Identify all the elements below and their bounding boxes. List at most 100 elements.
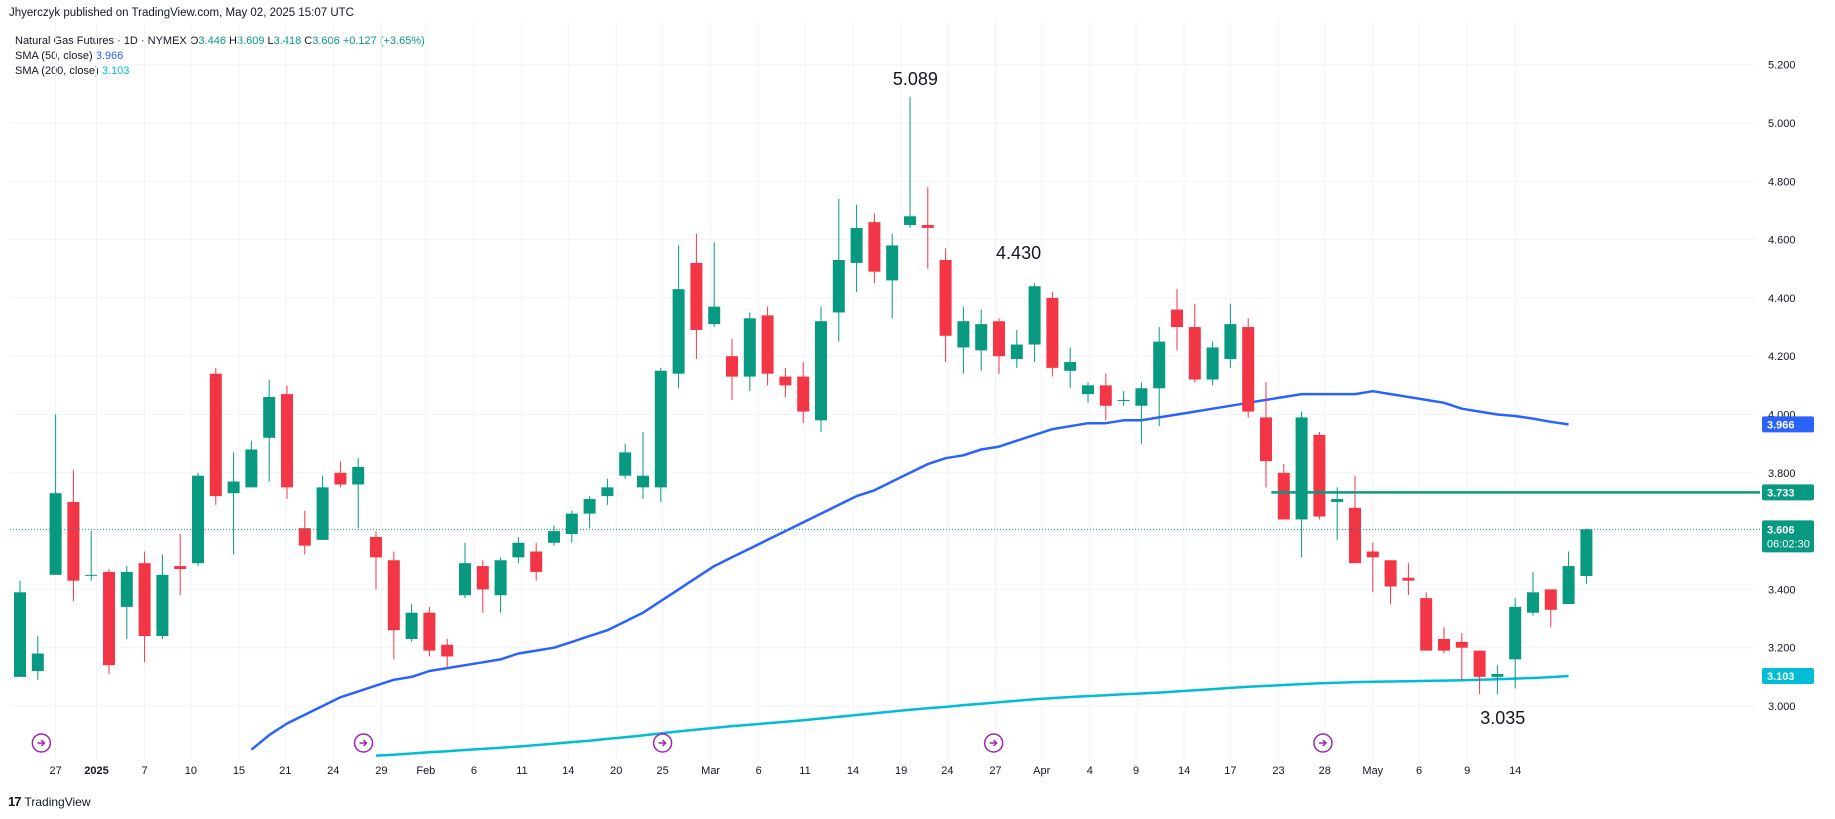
x-tick-label: 15 <box>233 765 245 777</box>
x-tick-label: Feb <box>416 765 435 777</box>
candle-body <box>459 563 471 596</box>
countdown-timer: 06:02:30 <box>1767 538 1810 550</box>
event-marker-icon[interactable] <box>1313 733 1333 753</box>
candle-body <box>1562 566 1575 604</box>
candle-body <box>1509 606 1522 660</box>
x-tick-label: 14 <box>847 765 859 777</box>
candle-body <box>690 262 703 330</box>
level-price-tag-bg <box>1762 484 1814 501</box>
tradingview-logo-icon: 17 <box>8 794 22 809</box>
candle-body <box>494 560 507 596</box>
sma200-line <box>375 674 1569 757</box>
candle-body <box>1384 560 1397 587</box>
candle-body <box>886 245 899 281</box>
candle-body <box>832 260 845 313</box>
x-tick-label: 29 <box>375 765 387 777</box>
x-tick-label: 21 <box>279 765 291 777</box>
publish-info: Jhyerczyk published on TradingView.com, … <box>9 7 354 19</box>
candle-body <box>1295 417 1308 520</box>
event-marker-icon[interactable] <box>31 733 52 753</box>
high-value: 3.609 <box>236 35 265 47</box>
candle-body <box>316 487 329 540</box>
candle-body <box>1117 399 1130 401</box>
gridlines <box>10 22 1755 760</box>
candle-body <box>583 499 596 514</box>
candle-body <box>174 566 187 569</box>
candle-body <box>405 612 418 639</box>
x-tick-label: 17 <box>1224 765 1236 777</box>
sma50-line <box>250 389 1569 751</box>
price-annotation: 4.430 <box>996 243 1041 263</box>
candle-body <box>1260 417 1272 462</box>
candle-body <box>1206 347 1219 380</box>
candle-body <box>387 560 400 631</box>
candle-body <box>637 475 649 488</box>
candle-body <box>209 373 222 497</box>
candle-body <box>1153 341 1166 389</box>
event-marker-arrow <box>1318 739 1328 747</box>
candle-body <box>601 487 614 497</box>
y-tick-label: 5.000 <box>1768 118 1796 130</box>
sma50-label: SMA (50, close) <box>15 50 93 62</box>
y-tick-label: 4.400 <box>1768 293 1796 305</box>
x-tick-label: 2025 <box>84 765 108 777</box>
x-tick-label: 24 <box>941 765 953 777</box>
candle-body <box>1224 324 1237 360</box>
y-tick-label: 4.600 <box>1768 235 1796 247</box>
y-tick-label: 3.000 <box>1768 701 1796 713</box>
candle-body <box>1099 385 1112 406</box>
x-tick-label: 9 <box>1464 765 1470 777</box>
candle-body <box>423 612 436 651</box>
candle-body <box>743 318 756 377</box>
candle-body <box>120 571 133 607</box>
candle-body <box>31 653 44 672</box>
y-tick-label: 5.200 <box>1768 60 1796 72</box>
candle-body <box>1277 472 1290 520</box>
y-tick-label: 3.200 <box>1768 643 1796 655</box>
x-tick-label: 11 <box>799 765 810 777</box>
x-tick-label: 6 <box>471 765 477 777</box>
candle-body <box>654 370 667 488</box>
sma50-legend-row[interactable]: SMA (50, close) 3.966 <box>15 49 425 64</box>
sma200-value: 3.103 <box>101 65 130 77</box>
open-value: 3.446 <box>198 35 226 47</box>
tradingview-brand[interactable]: 17 TradingView <box>8 794 91 809</box>
sma50-price-tag: 3.966 <box>1767 419 1795 431</box>
candle-body <box>1473 650 1486 677</box>
candle-body <box>1420 598 1433 651</box>
candle-body <box>904 216 916 226</box>
candle-body <box>1028 286 1041 345</box>
candle-body <box>156 574 169 637</box>
sma200-legend-row[interactable]: SMA (200, close) 3.103 <box>15 64 425 79</box>
x-tick-label: 24 <box>327 765 339 777</box>
candle-body <box>441 644 454 657</box>
event-marker-icon[interactable] <box>983 733 1004 753</box>
candle-body <box>726 356 738 377</box>
candle-body <box>868 222 881 272</box>
candle-body <box>1491 673 1504 677</box>
event-marker-icon[interactable] <box>652 733 673 753</box>
last-price-tag-bg <box>1762 520 1814 553</box>
x-tick-label: 27 <box>49 765 61 777</box>
x-tick-label: 14 <box>562 765 574 777</box>
high-label: H <box>229 35 237 47</box>
event-marker-arrow <box>658 739 667 747</box>
sma50-value: 3.966 <box>95 50 124 62</box>
event-marker-icon[interactable] <box>353 733 374 753</box>
candle-body <box>957 321 970 348</box>
candle-body <box>1171 309 1183 328</box>
candle-body <box>245 449 258 488</box>
candle-body <box>850 227 863 263</box>
x-tick-label: 27 <box>989 765 1001 777</box>
candle-body <box>1242 327 1255 412</box>
candle-body <box>1046 297 1059 368</box>
candle-body <box>192 475 204 564</box>
x-tick-label: 9 <box>1133 765 1139 777</box>
sma50-price-tag-bg <box>1762 416 1814 433</box>
candle-body <box>1082 385 1094 395</box>
event-marker-arrow <box>37 739 46 747</box>
candle-body <box>548 531 560 543</box>
y-tick-label: 4.800 <box>1768 176 1796 188</box>
candle-body <box>227 481 240 494</box>
